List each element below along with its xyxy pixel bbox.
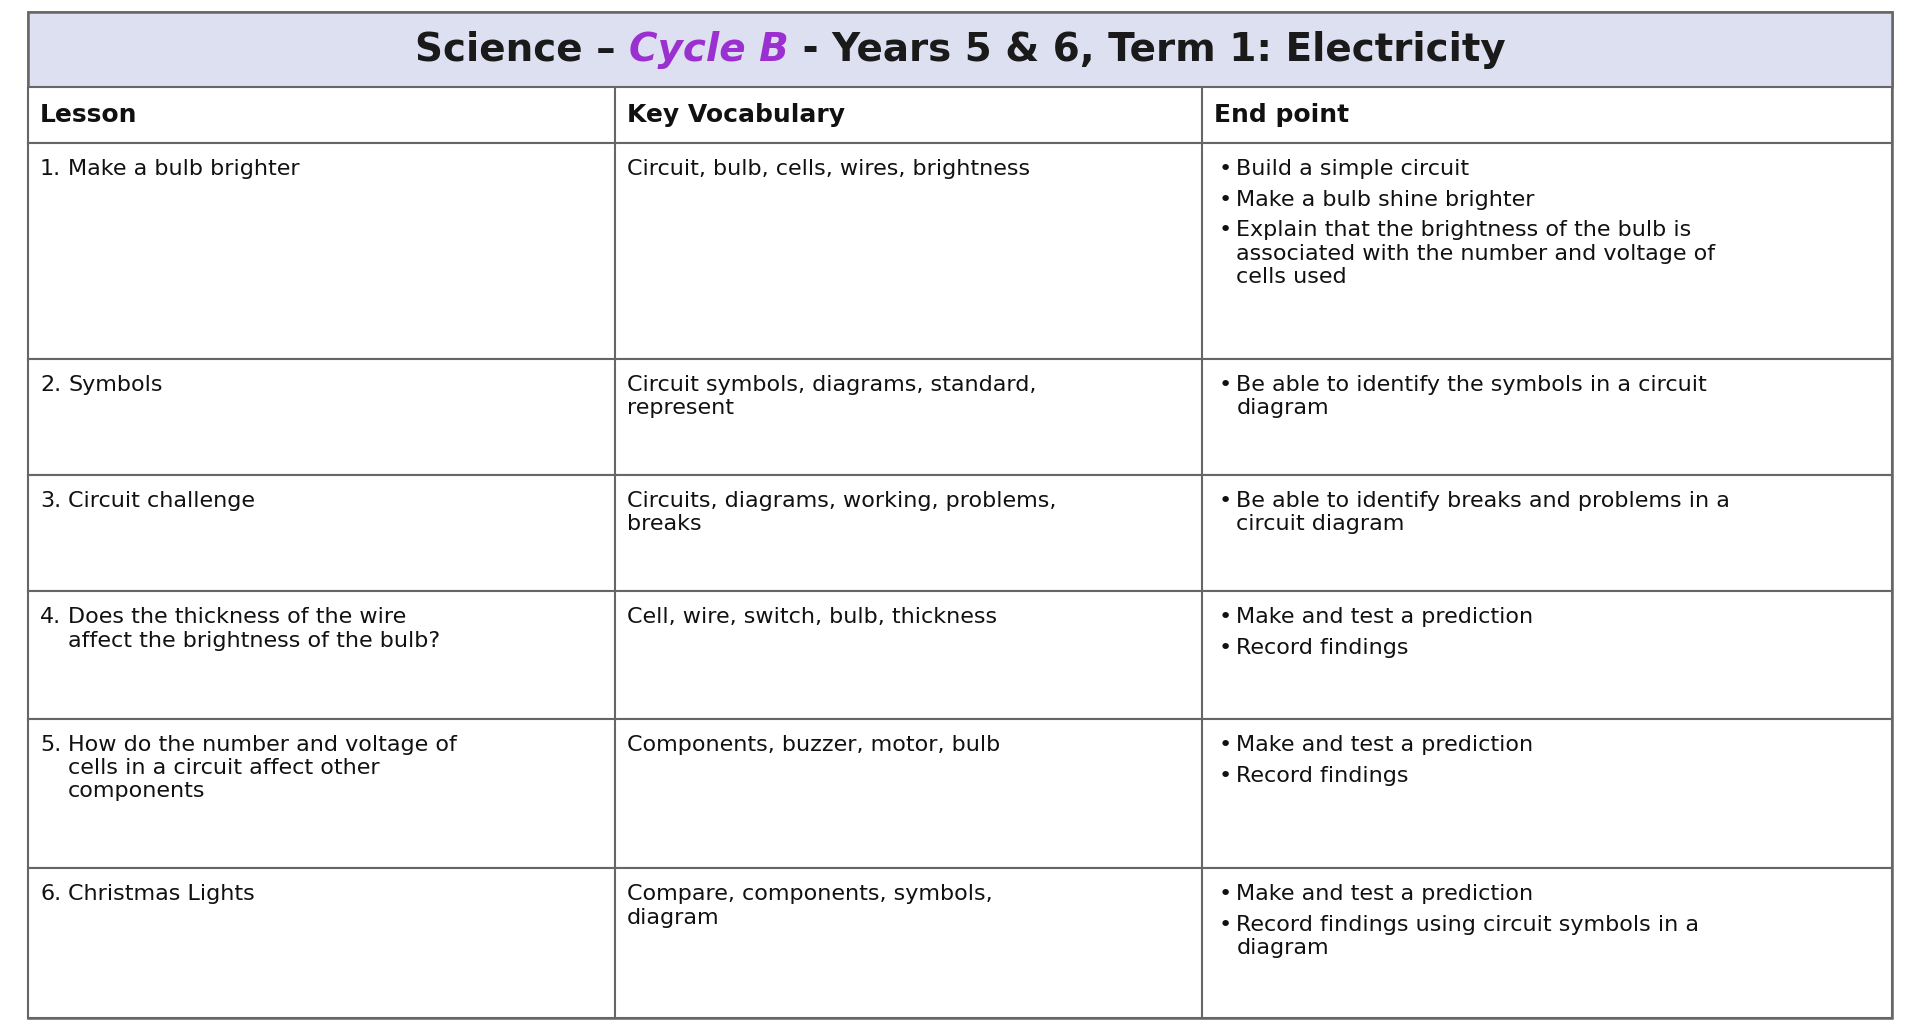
Text: Make and test a prediction: Make and test a prediction xyxy=(1236,734,1534,755)
Bar xyxy=(29,719,1891,868)
Text: •: • xyxy=(1219,375,1231,394)
Text: Does the thickness of the wire
affect the brightness of the bulb?: Does the thickness of the wire affect th… xyxy=(67,608,440,651)
Text: Symbols: Symbols xyxy=(67,375,163,394)
Text: Cell, wire, switch, bulb, thickness: Cell, wire, switch, bulb, thickness xyxy=(628,608,996,627)
Text: Make a bulb brighter: Make a bulb brighter xyxy=(67,159,300,179)
Text: Science –: Science – xyxy=(415,31,630,69)
Text: Make and test a prediction: Make and test a prediction xyxy=(1236,608,1534,627)
Text: 6.: 6. xyxy=(40,885,61,904)
Text: Lesson: Lesson xyxy=(40,103,138,127)
Text: End point: End point xyxy=(1213,103,1350,127)
Text: •: • xyxy=(1219,916,1231,935)
Text: Record findings: Record findings xyxy=(1236,639,1409,658)
Text: Record findings using circuit symbols in a
diagram: Record findings using circuit symbols in… xyxy=(1236,916,1699,959)
Text: - Years 5 & 6, Term 1: Electricity: - Years 5 & 6, Term 1: Electricity xyxy=(789,31,1505,69)
Text: Circuit, bulb, cells, wires, brightness: Circuit, bulb, cells, wires, brightness xyxy=(628,159,1031,179)
Text: 1.: 1. xyxy=(40,159,61,179)
Text: Be able to identify breaks and problems in a
circuit diagram: Be able to identify breaks and problems … xyxy=(1236,491,1730,535)
Text: Make a bulb shine brighter: Make a bulb shine brighter xyxy=(1236,190,1534,209)
Bar xyxy=(29,358,1891,475)
Text: Circuit challenge: Circuit challenge xyxy=(67,491,255,511)
Text: Christmas Lights: Christmas Lights xyxy=(67,885,255,904)
Text: •: • xyxy=(1219,734,1231,755)
Text: 2.: 2. xyxy=(40,375,61,394)
Text: Record findings: Record findings xyxy=(1236,765,1409,786)
Text: Be able to identify the symbols in a circuit
diagram: Be able to identify the symbols in a cir… xyxy=(1236,375,1707,418)
Text: •: • xyxy=(1219,885,1231,904)
Text: 5.: 5. xyxy=(40,734,61,755)
Text: Compare, components, symbols,
diagram: Compare, components, symbols, diagram xyxy=(628,885,993,928)
Bar xyxy=(29,143,1891,358)
Text: Explain that the brightness of the bulb is
associated with the number and voltag: Explain that the brightness of the bulb … xyxy=(1236,220,1715,286)
Bar xyxy=(29,591,1891,719)
Text: How do the number and voltage of
cells in a circuit affect other
components: How do the number and voltage of cells i… xyxy=(67,734,457,801)
Text: 3.: 3. xyxy=(40,491,61,511)
Bar xyxy=(29,868,1891,1018)
Text: •: • xyxy=(1219,220,1231,240)
Text: Key Vocabulary: Key Vocabulary xyxy=(628,103,845,127)
Text: Make and test a prediction: Make and test a prediction xyxy=(1236,885,1534,904)
Text: •: • xyxy=(1219,608,1231,627)
Text: •: • xyxy=(1219,765,1231,786)
Text: •: • xyxy=(1219,491,1231,511)
Text: Circuits, diagrams, working, problems,
breaks: Circuits, diagrams, working, problems, b… xyxy=(628,491,1056,535)
Text: •: • xyxy=(1219,190,1231,209)
Text: Cycle B: Cycle B xyxy=(630,31,789,69)
Text: Circuit symbols, diagrams, standard,
represent: Circuit symbols, diagrams, standard, rep… xyxy=(628,375,1037,418)
Text: •: • xyxy=(1219,159,1231,179)
Text: •: • xyxy=(1219,639,1231,658)
Text: Build a simple circuit: Build a simple circuit xyxy=(1236,159,1469,179)
Bar xyxy=(29,12,1891,88)
Bar xyxy=(29,88,1891,143)
Bar xyxy=(29,475,1891,591)
Text: Components, buzzer, motor, bulb: Components, buzzer, motor, bulb xyxy=(628,734,1000,755)
Text: 4.: 4. xyxy=(40,608,61,627)
